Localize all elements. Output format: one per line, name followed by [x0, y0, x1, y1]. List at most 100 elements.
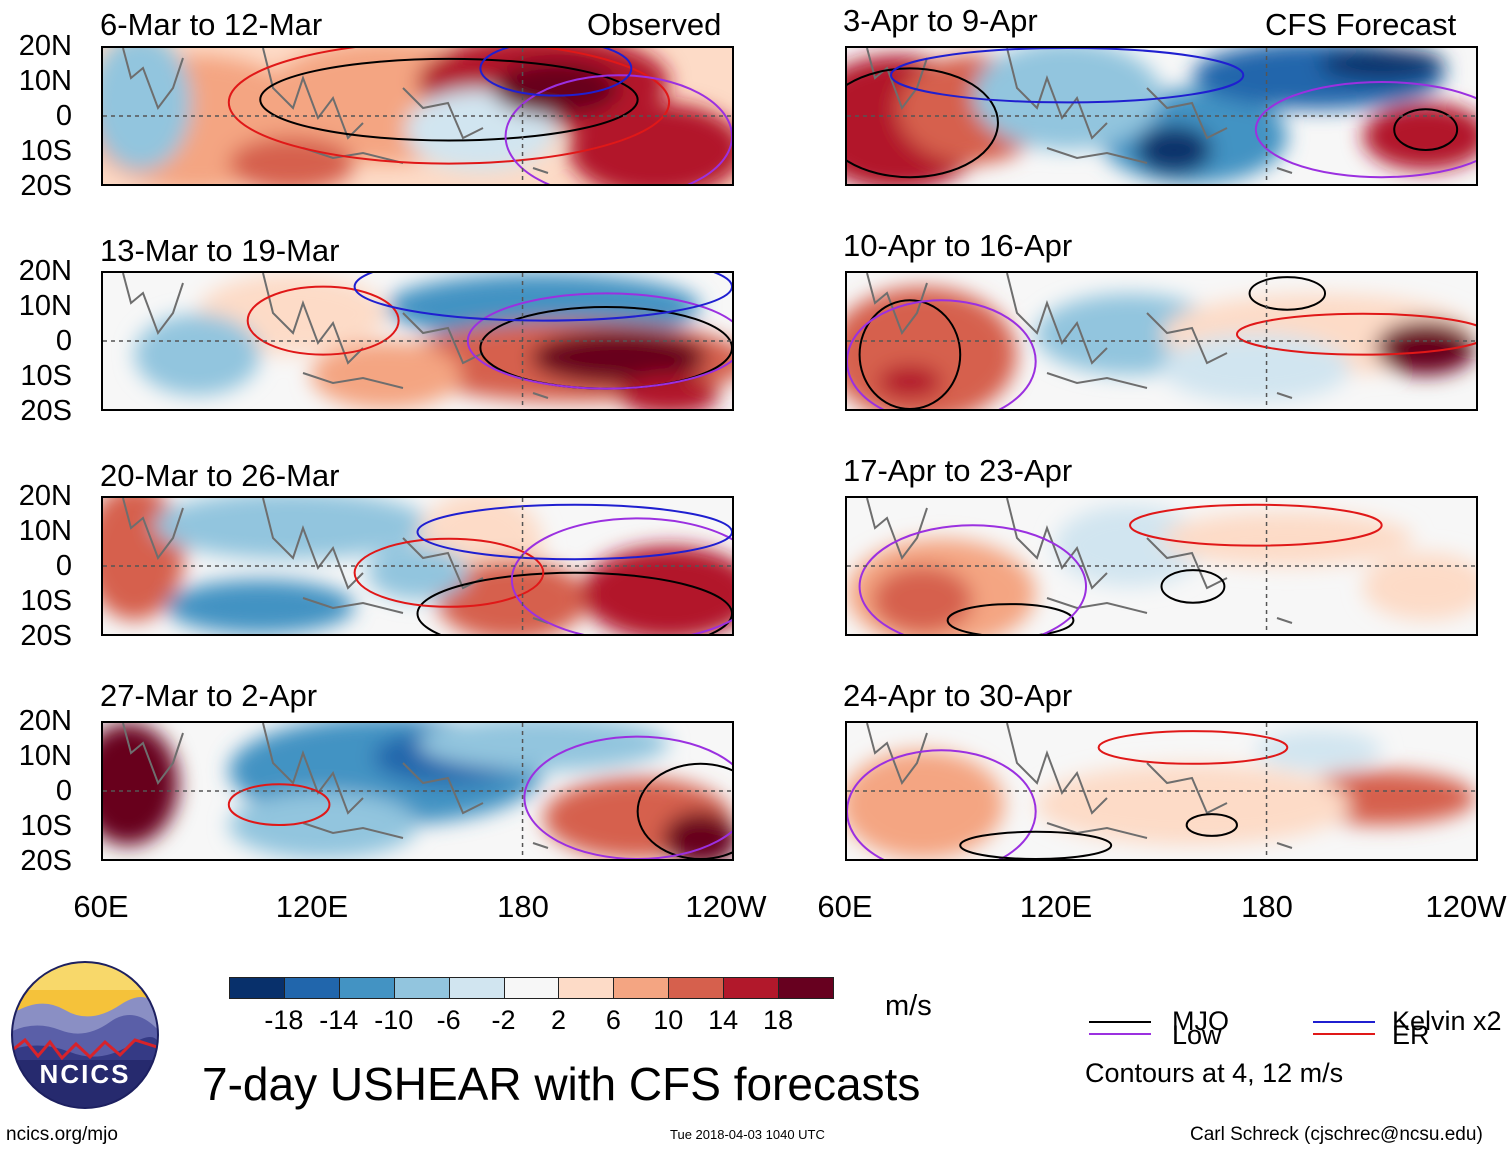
shading-cell	[228, 791, 418, 859]
contour-mjo	[636, 762, 732, 859]
contour-er	[246, 285, 400, 356]
shading-cell	[103, 48, 192, 171]
panel-title-fcst-2: 10-Apr to 16-Apr	[843, 228, 1073, 263]
heatmap-panel-fcst-1	[845, 46, 1478, 186]
shading-cell	[1362, 102, 1476, 171]
y-tick-label: 20N	[18, 255, 72, 287]
colorbar-swatch	[393, 977, 450, 999]
contour-mjo	[416, 571, 732, 634]
contour-mjo	[959, 830, 1113, 859]
heatmap-svg	[847, 498, 1476, 634]
colorbar-tick-label: -2	[491, 1005, 516, 1035]
y-tick-label: 20S	[20, 620, 72, 652]
shading-cell	[872, 566, 973, 634]
panel-title-obs-2: 13-Mar to 19-Mar	[100, 233, 340, 268]
heatmap-panel-obs-2	[101, 271, 734, 411]
y-tick-label: 20N	[18, 480, 72, 512]
y-tick-label: 20S	[20, 170, 72, 202]
ncics-logo: NCICS	[10, 960, 160, 1110]
panel-title-fcst-3: 17-Apr to 23-Apr	[843, 453, 1073, 488]
contour-er	[227, 783, 331, 826]
colorbar-tick-label: 2	[550, 1005, 566, 1035]
contour-mjo	[1393, 108, 1459, 151]
contour-er	[1236, 312, 1476, 356]
coastline	[866, 48, 1293, 174]
colorbar-tick-label: 18	[763, 1005, 794, 1035]
colorbar: -18 -14 -10 -6 -2 2 6 10 14 18	[229, 977, 834, 1037]
forecast-label: CFS Forecast	[1265, 7, 1457, 42]
contour-mjo	[847, 67, 999, 179]
y-tick-label: 10N	[18, 515, 72, 547]
contour-mjo	[1160, 569, 1226, 604]
heatmap-svg	[847, 48, 1476, 184]
shading-cell	[1375, 320, 1476, 375]
x-tick-label: 60E	[73, 889, 129, 924]
colorbar-swatch	[448, 977, 505, 999]
shading-cell	[134, 313, 261, 396]
colorbar-tick-label: -6	[436, 1005, 461, 1035]
contour-low	[466, 292, 732, 390]
shading-cell	[165, 579, 355, 634]
heatmap-svg	[103, 48, 732, 184]
y-tick-label: 10S	[20, 585, 72, 617]
contour-kelvin-x2	[890, 48, 1245, 104]
legend-line-er	[1313, 1033, 1375, 1035]
contour-low	[847, 749, 1037, 859]
heatmap-panel-obs-4	[101, 721, 734, 861]
x-tick-label: 120W	[685, 889, 767, 924]
panel-title-obs-1: 6-Mar to 12-Mar	[100, 7, 323, 42]
contour-mjo	[259, 57, 639, 142]
panel-title-obs-4: 27-Mar to 2-Apr	[100, 678, 318, 713]
shading-cell	[367, 545, 468, 600]
contour-mjo	[1185, 813, 1238, 837]
legend-label-kelvin: Kelvin x2	[1392, 1006, 1502, 1036]
legend-label-mjo: MJO	[1172, 1006, 1229, 1036]
shading-cell	[972, 48, 1162, 150]
contour-low	[504, 74, 732, 184]
chart-title: 7-day USHEAR with CFS forecasts	[202, 1058, 921, 1110]
coastline	[866, 273, 1293, 399]
coastline	[866, 498, 1293, 624]
contour-low	[847, 299, 1037, 409]
contour-er	[1129, 503, 1383, 547]
contour-er	[353, 537, 545, 608]
site-link[interactable]: ncics.org/mjo	[6, 1124, 118, 1145]
contour-kelvin-x2	[479, 48, 633, 97]
y-tick-label: 10S	[20, 810, 72, 842]
heatmap-panel-obs-1	[101, 46, 734, 186]
contour-kelvin-x2	[416, 503, 732, 561]
contour-er	[227, 48, 671, 165]
heatmap-panel-fcst-2	[845, 271, 1478, 411]
logo-text: NCICS	[40, 1059, 131, 1089]
y-tick-label: 20N	[18, 705, 72, 737]
contour-low	[510, 517, 732, 634]
panel-title-fcst-4: 24-Apr to 30-Apr	[843, 678, 1073, 713]
colorbar-tick-label: -14	[319, 1005, 359, 1035]
legend-label-er: ER	[1392, 1020, 1430, 1050]
contours-note: Contours at 4, 12 m/s	[1085, 1058, 1344, 1088]
shading-cell	[228, 136, 355, 184]
shading-cell	[153, 498, 431, 560]
colorbar-swatch	[283, 977, 340, 999]
x-tick-label: 180	[1241, 889, 1293, 924]
author-credit: Carl Schreck (cjschrec@ncsu.edu)	[1190, 1124, 1483, 1145]
colorbar-tick-label: -10	[374, 1005, 414, 1035]
y-tick-label: 20S	[20, 395, 72, 427]
shading-cell	[1136, 125, 1212, 175]
y-tick-label: 10N	[18, 290, 72, 322]
colorbar-swatch	[723, 977, 780, 999]
shading-cell	[847, 750, 1005, 859]
y-tick-label: 0	[55, 100, 72, 132]
shading-cell	[1161, 334, 1351, 403]
shading-cell	[492, 61, 619, 116]
heatmap-panel-fcst-4	[845, 721, 1478, 861]
y-tick-label: 0	[55, 325, 72, 357]
coastline	[122, 723, 549, 849]
shading-cell	[103, 723, 179, 846]
legend-label-low: Low	[1172, 1020, 1222, 1050]
colorbar-swatch	[778, 977, 834, 999]
ncics-logo-graphic: NCICS	[11, 961, 159, 1109]
contour-mjo	[946, 603, 1075, 634]
legend-line-low	[1089, 1033, 1151, 1035]
y-tick-label: 10S	[20, 360, 72, 392]
